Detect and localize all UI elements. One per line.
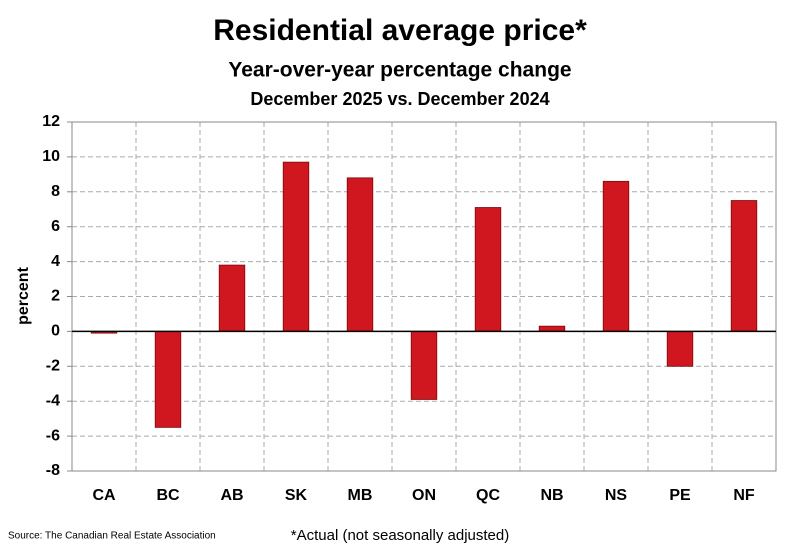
bar: [346, 177, 374, 332]
x-tick-label: SK: [285, 487, 308, 504]
bar: [474, 207, 502, 332]
x-tick-label: CA: [92, 487, 116, 504]
y-tick-label: 0: [51, 323, 60, 340]
y-tick-label: -6: [46, 427, 60, 444]
x-tick-label: MB: [348, 487, 373, 504]
chart-title: Residential average price*: [213, 14, 587, 47]
x-tick-label: ON: [412, 487, 436, 504]
y-tick-label: 4: [51, 253, 60, 270]
y-tick-label: 12: [42, 113, 60, 130]
source-note: Source: The Canadian Real Estate Associa…: [8, 531, 216, 542]
bar: [410, 330, 438, 400]
chart-subtitle: Year-over-year percentage change: [228, 59, 571, 82]
bar: [538, 325, 566, 332]
x-tick-label: QC: [476, 487, 500, 504]
y-tick-label: 8: [51, 183, 60, 200]
y-tick-label: -8: [46, 462, 60, 479]
x-tick-label: NS: [605, 487, 628, 504]
footnote: *Actual (not seasonally adjusted): [291, 527, 509, 544]
bar: [154, 330, 182, 428]
y-tick-label: -4: [46, 392, 60, 409]
x-tick-label: AB: [220, 487, 243, 504]
bar: [282, 161, 310, 332]
bar: [666, 330, 694, 367]
x-tick-label: PE: [669, 487, 691, 504]
y-tick-label: -2: [46, 358, 60, 375]
y-tick-label: 6: [51, 218, 60, 235]
y-tick-label: 10: [42, 148, 60, 165]
plot-frame: [71, 121, 777, 472]
x-tick-label: BC: [156, 487, 180, 504]
chart-subtitle: December 2025 vs. December 2024: [250, 89, 549, 109]
bar: [602, 180, 630, 332]
bar: [730, 200, 758, 332]
y-axis-label: percent: [15, 266, 32, 324]
x-tick-label: NB: [540, 487, 563, 504]
bar: [218, 264, 246, 332]
y-tick-label: 2: [51, 288, 60, 305]
x-tick-label: NF: [733, 487, 755, 504]
